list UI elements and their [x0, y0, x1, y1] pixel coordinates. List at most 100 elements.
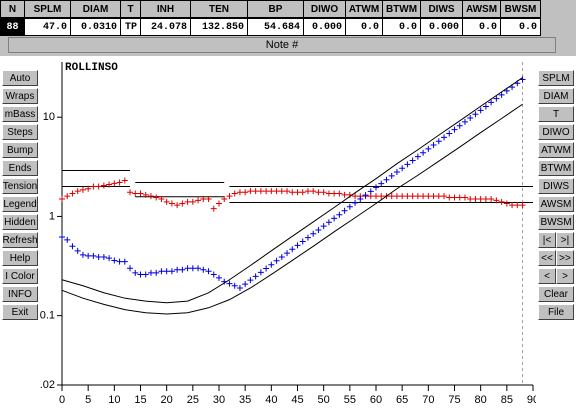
side-button[interactable]: DIWS: [538, 178, 574, 194]
data-point: [472, 195, 479, 202]
side-button[interactable]: >: [556, 268, 574, 284]
x-tick-label: 30: [213, 394, 225, 406]
note-field[interactable]: Note #: [8, 37, 556, 53]
x-tick-label: 65: [396, 394, 408, 406]
side-button[interactable]: Help: [2, 250, 38, 266]
column-header[interactable]: BWSM: [500, 0, 541, 18]
data-point: [59, 195, 65, 202]
x-tick-label: 90: [527, 394, 536, 406]
data-point: [441, 134, 448, 141]
x-tick-label: 55: [344, 394, 356, 406]
side-button[interactable]: DIWO: [538, 124, 574, 140]
header-bar: Note # N 88 SPLM 47.0 DIAM 0.0310 T TP INH 24.078…: [0, 0, 576, 56]
side-button[interactable]: Legend: [2, 196, 38, 212]
data-point: [310, 230, 317, 237]
side-button[interactable]: T: [538, 106, 574, 122]
data-point: [111, 257, 118, 264]
side-button[interactable]: >>: [556, 250, 574, 266]
data-point: [90, 252, 97, 259]
data-point: [289, 189, 296, 196]
data-point: [85, 252, 92, 259]
data-point: [315, 189, 322, 196]
side-button[interactable]: SPLM: [538, 70, 574, 86]
column-header[interactable]: DIWO: [303, 0, 346, 18]
x-tick-label: 35: [239, 394, 251, 406]
side-button[interactable]: Auto: [2, 70, 38, 86]
column-header[interactable]: SPLM: [24, 0, 71, 18]
side-button[interactable]: DIAM: [538, 88, 574, 104]
column-header[interactable]: DIWS: [420, 0, 463, 18]
side-button[interactable]: Steps: [2, 124, 38, 140]
data-point: [174, 266, 181, 273]
data-point: [121, 258, 128, 265]
column-header[interactable]: BP: [247, 0, 304, 18]
data-point: [137, 271, 144, 278]
side-button[interactable]: <<: [538, 250, 556, 266]
data-point: [393, 169, 400, 176]
data-point: [200, 195, 207, 202]
column-header[interactable]: BTWM: [382, 0, 421, 18]
column-header[interactable]: N: [0, 0, 25, 18]
side-button[interactable]: Bump: [2, 142, 38, 158]
data-point: [210, 205, 217, 212]
side-button[interactable]: Clear: [538, 286, 574, 302]
data-point: [325, 219, 332, 226]
data-point: [472, 111, 479, 118]
data-point: [158, 268, 165, 275]
data-point: [127, 189, 134, 196]
side-button[interactable]: BWSM: [538, 214, 574, 230]
data-point: [163, 198, 170, 205]
side-button[interactable]: mBass: [2, 106, 38, 122]
column-header[interactable]: T: [120, 0, 141, 18]
data-point: [127, 265, 134, 272]
data-point: [331, 215, 338, 222]
data-point: [179, 200, 186, 207]
side-button[interactable]: Tension: [2, 178, 38, 194]
side-button[interactable]: >|: [556, 232, 574, 248]
side-button[interactable]: Hidden: [2, 214, 38, 230]
side-button[interactable]: Ends: [2, 160, 38, 176]
data-point: [142, 271, 149, 278]
x-tick-label: 10: [108, 394, 120, 406]
data-point: [331, 190, 338, 197]
column-header[interactable]: INH: [140, 0, 191, 18]
column-header[interactable]: ATWM: [345, 0, 383, 18]
column-value: 47.0: [24, 18, 71, 36]
column-header[interactable]: DIAM: [70, 0, 121, 18]
data-point: [106, 255, 113, 262]
column-value: 0.0: [382, 18, 421, 36]
column-value: 88: [0, 18, 25, 36]
side-button[interactable]: Refresh: [2, 232, 38, 248]
data-point: [147, 193, 154, 200]
side-button[interactable]: AWSM: [538, 196, 574, 212]
side-button[interactable]: File: [538, 304, 574, 320]
side-button[interactable]: Wraps: [2, 88, 38, 104]
side-button[interactable]: INFO: [2, 286, 38, 302]
column-header[interactable]: TEN: [190, 0, 248, 18]
x-tick-label: 60: [370, 394, 382, 406]
data-point: [132, 190, 139, 197]
side-button[interactable]: <: [538, 268, 556, 284]
data-point: [299, 189, 306, 196]
data-point: [294, 189, 301, 196]
data-point: [488, 99, 495, 106]
column-header[interactable]: AWSM: [462, 0, 501, 18]
data-point: [268, 188, 275, 195]
side-button[interactable]: I Color: [2, 268, 38, 284]
data-point: [158, 195, 165, 202]
y-tick-label: 0.1: [40, 310, 55, 322]
y-tick-label: 0.02: [40, 379, 55, 391]
data-point: [414, 153, 421, 160]
x-tick-label: 15: [134, 394, 146, 406]
column-value: 0.0310: [70, 18, 121, 36]
data-point: [378, 180, 385, 187]
chart: ROLLINSO 0.02 0.1 1 10 0 5 10 15 20 25 30 35 40 45 50 5…: [40, 62, 536, 406]
side-button[interactable]: |<: [538, 232, 556, 248]
side-button[interactable]: Exit: [2, 304, 38, 320]
data-point: [378, 193, 385, 200]
data-point: [278, 253, 285, 260]
x-tick-label: 70: [422, 394, 434, 406]
side-button[interactable]: ATWM: [538, 142, 574, 158]
side-button[interactable]: BTWM: [538, 160, 574, 176]
data-point: [100, 253, 107, 260]
